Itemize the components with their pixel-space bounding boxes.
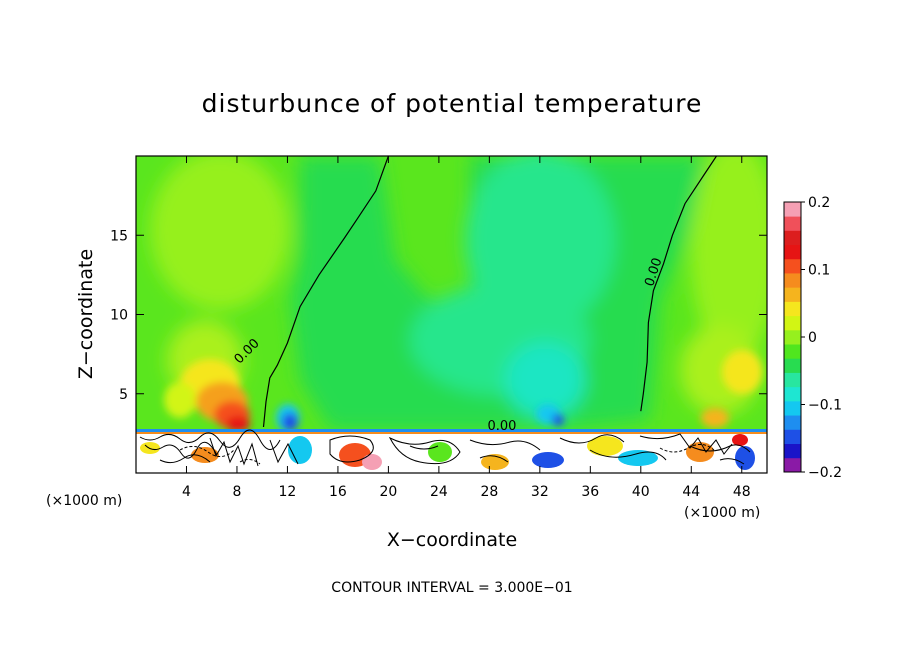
colorbar-tick-label: 0 bbox=[808, 330, 817, 346]
x-axis: 4 8 12 16 20 24 28 32 36 40 44 48 bbox=[182, 156, 751, 500]
colorbar-segment bbox=[784, 386, 801, 402]
shaded-field bbox=[136, 156, 767, 473]
contour-label: 0.00 bbox=[488, 419, 517, 434]
colorbar-segment bbox=[784, 258, 801, 274]
x-tick-label: 8 bbox=[232, 484, 241, 500]
x-unit-left: (×1000 m) bbox=[46, 493, 122, 509]
colorbar-segment bbox=[784, 329, 801, 345]
colorbar-segment bbox=[784, 216, 801, 231]
x-tick-label: 48 bbox=[733, 484, 751, 500]
colorbar-tick-label: −0.1 bbox=[808, 398, 842, 414]
x-tick-label: 36 bbox=[581, 484, 599, 500]
x-tick-label: 28 bbox=[480, 484, 498, 500]
colorbar-tick-label: −0.2 bbox=[808, 465, 842, 481]
colorbar: 0.2 0.1 0 −0.1 −0.2 bbox=[783, 195, 842, 481]
x-tick-label: 44 bbox=[682, 484, 700, 500]
colorbar-segment bbox=[784, 273, 801, 288]
colorbar-segment bbox=[784, 202, 801, 217]
x-tick-label: 20 bbox=[379, 484, 397, 500]
x-unit-right: (×1000 m) bbox=[684, 505, 760, 521]
colorbar-tick-label: 0.1 bbox=[808, 263, 830, 279]
y-tick-label: 10 bbox=[110, 308, 128, 324]
colorbar-segment bbox=[784, 372, 801, 388]
colorbar-segment bbox=[784, 344, 801, 359]
contour-interval-note: CONTOUR INTERVAL = 3.000E−01 bbox=[331, 580, 572, 596]
colorbar-segment bbox=[784, 358, 801, 373]
y-axis-label: Z−coordinate bbox=[75, 249, 97, 379]
colorbar-segment bbox=[784, 244, 801, 260]
colorbar-segment bbox=[784, 457, 801, 473]
y-tick-label: 15 bbox=[110, 228, 128, 244]
colorbar-segment bbox=[784, 230, 801, 246]
y-tick-label: 5 bbox=[119, 387, 128, 403]
colorbar-segment bbox=[784, 287, 801, 302]
zero-contour-line bbox=[262, 156, 389, 428]
x-tick-label: 4 bbox=[182, 484, 191, 500]
x-tick-label: 12 bbox=[279, 484, 297, 500]
zero-contour-line bbox=[640, 156, 718, 412]
x-tick-label: 16 bbox=[329, 484, 347, 500]
x-tick-label: 32 bbox=[531, 484, 549, 500]
zero-contours bbox=[262, 156, 718, 428]
colorbar-segment bbox=[784, 400, 801, 416]
x-tick-label: 40 bbox=[632, 484, 650, 500]
colorbar-tick-label: 0.2 bbox=[808, 195, 830, 211]
colorbar-segment bbox=[784, 315, 801, 331]
colorbar-segment bbox=[784, 415, 801, 430]
y-axis: 5 10 15 bbox=[110, 228, 767, 403]
chart-title: disturbunce of potential temperature bbox=[202, 89, 703, 118]
colorbar-segment bbox=[784, 301, 801, 317]
x-tick-label: 24 bbox=[430, 484, 448, 500]
colorbar-segment bbox=[784, 443, 801, 459]
colorbar-segment bbox=[784, 429, 801, 444]
x-axis-label: X−coordinate bbox=[387, 529, 517, 551]
